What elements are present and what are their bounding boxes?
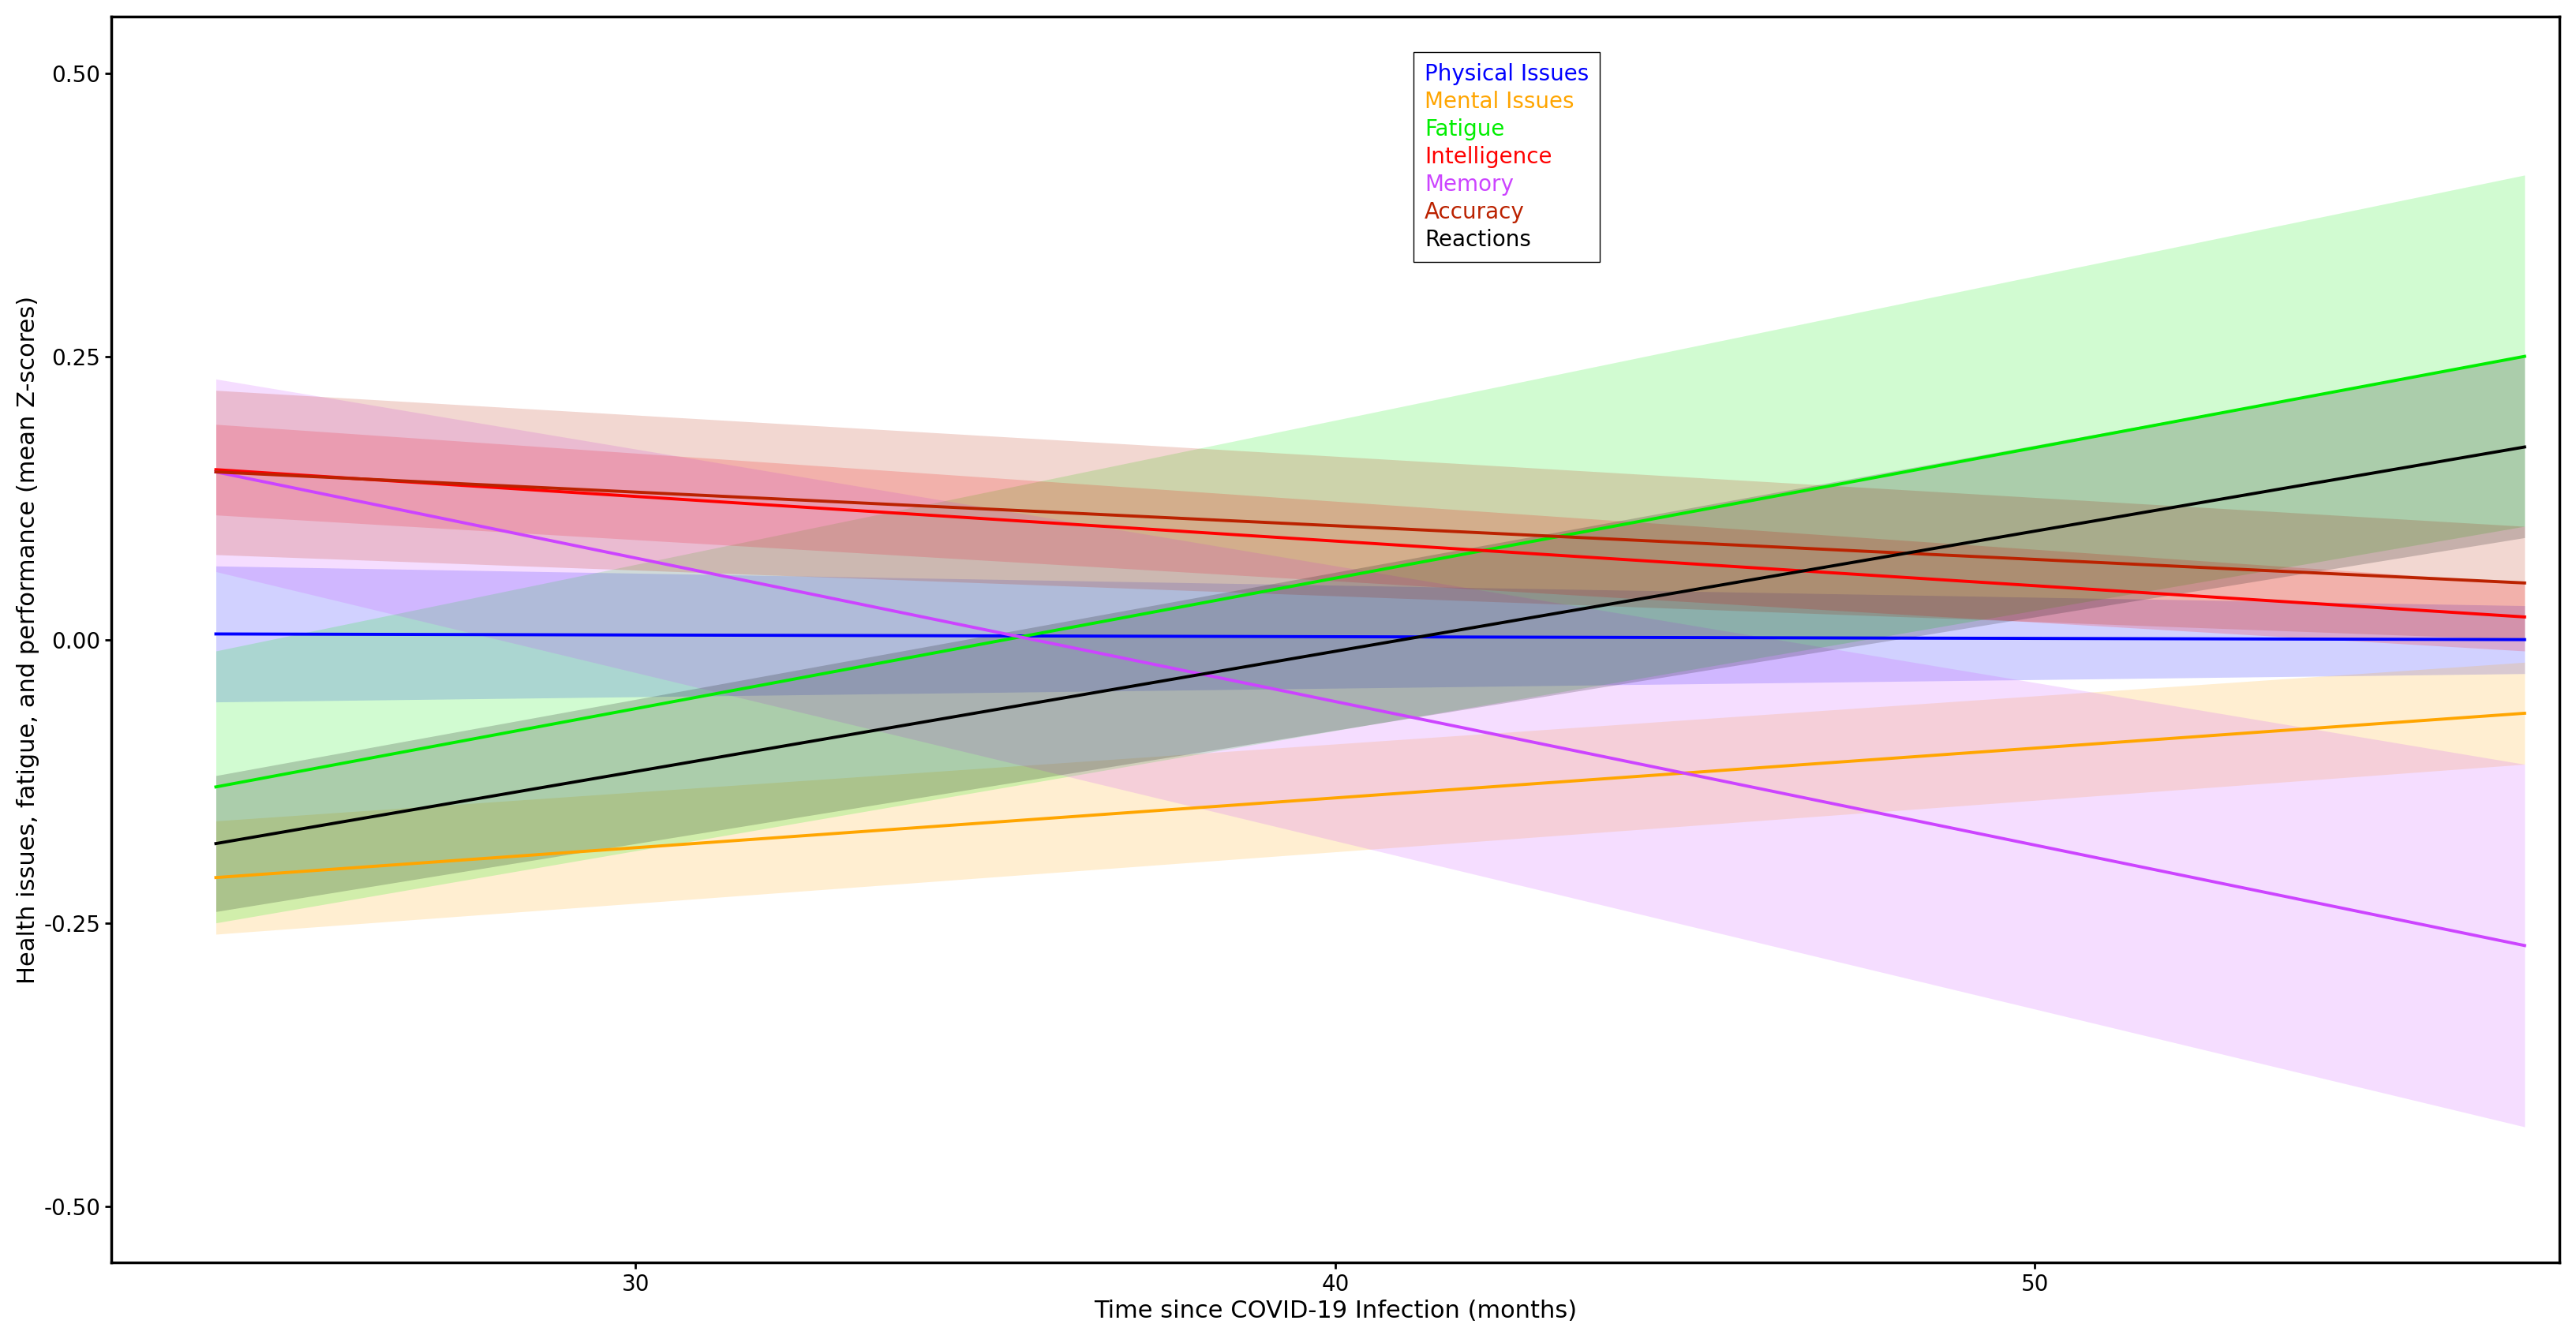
X-axis label: Time since COVID-19 Infection (months): Time since COVID-19 Infection (months) (1095, 1300, 1577, 1323)
Legend: Physical Issues, Mental Issues, Fatigue, Intelligence, Memory, Accuracy, Reactio: Physical Issues, Mental Issues, Fatigue,… (1414, 52, 1600, 261)
Y-axis label: Health issues, fatigue, and performance (mean Z-scores): Health issues, fatigue, and performance … (15, 296, 39, 984)
